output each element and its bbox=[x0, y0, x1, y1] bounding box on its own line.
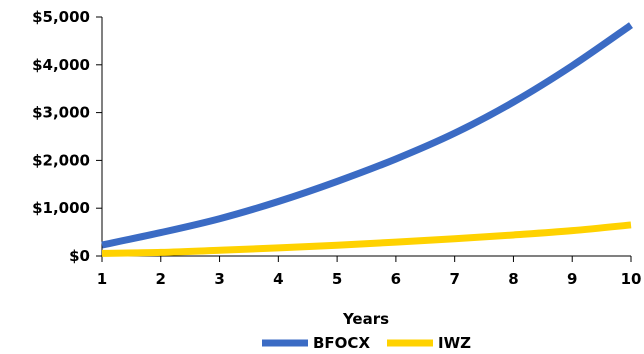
y-ticks: $0 $1,000 $2,000 $3,000 $4,000 $5,000 bbox=[32, 8, 102, 265]
legend-label-iwz: IWZ bbox=[438, 334, 471, 352]
x-tick-label: 7 bbox=[449, 270, 459, 288]
legend-label-bfocx: BFOCX bbox=[313, 334, 370, 352]
series-line-bfocx bbox=[101, 22, 633, 249]
y-tick-label: $3,000 bbox=[32, 104, 90, 122]
x-ticks: 1 2 3 4 5 6 7 8 9 10 bbox=[97, 256, 642, 288]
x-tick-label: 10 bbox=[621, 270, 642, 288]
legend: BFOCX IWZ bbox=[262, 334, 471, 352]
series-lines bbox=[101, 22, 633, 257]
x-tick-label: 1 bbox=[97, 270, 107, 288]
x-tick-label: 3 bbox=[214, 270, 224, 288]
axes bbox=[101, 17, 631, 257]
y-tick-label: $0 bbox=[69, 247, 90, 265]
x-tick-label: 4 bbox=[273, 270, 283, 288]
x-tick-label: 9 bbox=[567, 270, 577, 288]
y-tick-label: $5,000 bbox=[32, 8, 90, 26]
x-tick-label: 8 bbox=[508, 270, 518, 288]
x-tick-label: 2 bbox=[156, 270, 166, 288]
y-tick-label: $2,000 bbox=[32, 151, 90, 169]
x-tick-label: 6 bbox=[391, 270, 401, 288]
series-line-iwz bbox=[101, 221, 632, 257]
x-tick-label: 5 bbox=[332, 270, 342, 288]
y-tick-label: $1,000 bbox=[32, 199, 90, 217]
x-axis-title: Years bbox=[342, 310, 389, 328]
y-tick-label: $4,000 bbox=[32, 56, 90, 74]
